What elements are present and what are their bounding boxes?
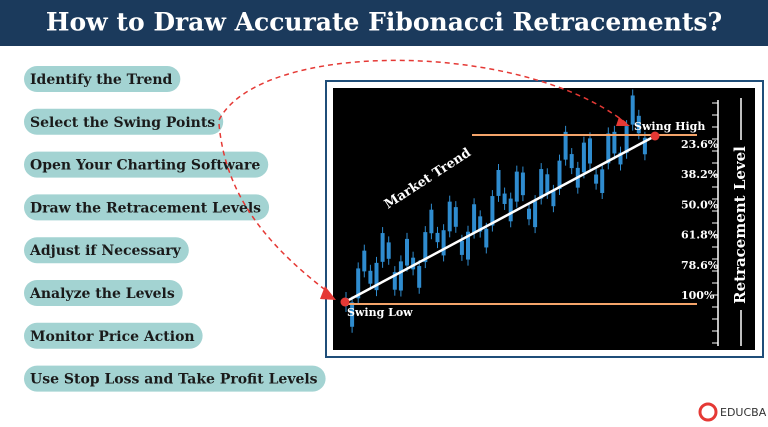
step-label: Draw the Retracement Levels: [30, 200, 261, 216]
candle-body: [478, 216, 483, 232]
level-label: 100%: [681, 289, 715, 302]
candle-body: [533, 201, 538, 228]
candle-body: [374, 262, 379, 291]
candle-body: [423, 232, 428, 263]
candle-body: [411, 257, 416, 270]
step-pill: [24, 108, 224, 135]
swing-low-dot: [340, 297, 350, 307]
step-label: Adjust if Necessary: [29, 243, 182, 259]
candle-body: [612, 131, 617, 154]
candle-body: [496, 169, 501, 196]
candle-body: [417, 266, 422, 288]
step-label: Monitor Price Action: [30, 329, 195, 345]
candle-body: [545, 174, 550, 193]
swing-low-label: Swing Low: [347, 306, 413, 319]
connector: [218, 59, 627, 124]
candle-body: [350, 302, 355, 327]
step-pill: [24, 66, 181, 92]
arrowhead: [616, 117, 630, 126]
candle-body: [459, 240, 464, 255]
step-label: Identify the Trend: [30, 72, 173, 88]
candle-body: [581, 142, 586, 173]
candle-body: [563, 131, 568, 160]
step-label: Select the Swing Points: [30, 115, 215, 131]
candle-body: [527, 208, 531, 220]
candle-body: [356, 268, 361, 299]
step-label: Analyze the Levels: [29, 286, 175, 302]
candle-body: [453, 207, 458, 227]
step-pill: [24, 237, 189, 264]
candle-body: [624, 126, 629, 153]
candle-body: [630, 95, 635, 125]
candle-body: [588, 138, 592, 164]
candle-body: [600, 169, 605, 193]
brand-name: EDUCBA: [720, 406, 767, 419]
step-label: Use Stop Loss and Take Profit Levels: [30, 372, 318, 388]
candle-body: [642, 137, 647, 155]
axis-ticks: [712, 102, 718, 344]
candle-body: [405, 238, 409, 266]
level-list: 23.6% 38.2% 50.0% 61.8% 78.6% 100%: [681, 138, 719, 302]
candle-body: [606, 133, 611, 164]
arrowhead: [320, 286, 336, 300]
candle-body: [569, 154, 574, 169]
swing-high-label: Swing High: [634, 120, 705, 133]
candle-body: [362, 250, 367, 272]
step-list: Identify the Trend Select the Swing Point…: [24, 66, 326, 392]
candle-body: [392, 272, 397, 290]
candle-body: [466, 231, 470, 260]
candle-body: [472, 204, 477, 233]
step-pill: [24, 194, 270, 221]
candle-body: [636, 115, 641, 134]
candle-body: [594, 174, 599, 184]
candle-body: [502, 193, 507, 204]
candle-body: [435, 232, 440, 243]
swing-high-dot: [650, 131, 660, 141]
step-pill: [24, 280, 183, 306]
level-label: 50.0%: [681, 198, 719, 211]
candle-body: [484, 228, 489, 248]
level-label: 61.8%: [681, 229, 719, 242]
candle-body: [447, 201, 452, 232]
candle-body: [508, 198, 513, 222]
candle-body: [551, 190, 556, 207]
step-pill: [24, 365, 326, 392]
candle-body: [520, 172, 525, 196]
step-label: Open Your Charting Software: [30, 158, 260, 174]
candle-body: [429, 209, 434, 234]
candle-body: [441, 230, 446, 256]
step-pill: [24, 322, 203, 349]
candle-body: [380, 233, 385, 262]
step-pill: [24, 151, 269, 178]
candle-body: [557, 160, 562, 190]
candle-body: [368, 270, 373, 284]
level-label: 38.2%: [681, 168, 719, 181]
candle-body: [539, 169, 544, 199]
level-label: 23.6%: [681, 138, 719, 151]
level-label: 78.6%: [681, 259, 719, 272]
page-title: How to Draw Accurate Fibonacci Retraceme…: [46, 8, 722, 37]
candle-body: [618, 152, 623, 165]
candle-body: [514, 171, 519, 202]
title-bar: [0, 0, 768, 46]
brand-logo: [698, 402, 718, 422]
candle-body: [490, 196, 495, 226]
candle-body: [398, 261, 403, 291]
candle-body: [386, 242, 391, 259]
axis-label: Retracement Level: [731, 146, 749, 304]
trend-line: [344, 134, 656, 304]
illustration-bg: [333, 88, 755, 350]
